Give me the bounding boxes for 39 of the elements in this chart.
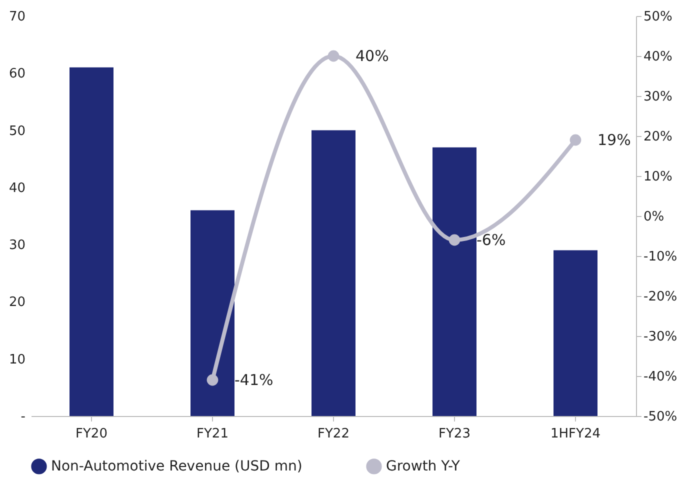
- y2-tick-label: 30%: [644, 90, 672, 104]
- y2-tick-label: -20%: [644, 290, 678, 304]
- y2-tick-label: -10%: [644, 250, 678, 264]
- y2-tick-label: 40%: [644, 50, 672, 64]
- y-tick-label: -: [20, 410, 26, 424]
- x-tick-label: FY21: [196, 426, 228, 442]
- y2-tick-label: -30%: [644, 330, 678, 344]
- legend-label: Growth Y-Y: [386, 458, 460, 474]
- y2-tick-label: -50%: [644, 410, 678, 424]
- y-tick-label: 60: [8, 66, 26, 82]
- legend-label: Non-Automotive Revenue (USD mn): [51, 458, 302, 474]
- y2-tick-label: 0%: [644, 210, 664, 224]
- y2-tick-label: -40%: [644, 370, 678, 384]
- data-label: 40%: [356, 47, 389, 65]
- point: [570, 134, 582, 146]
- x-tick-label: FY20: [76, 426, 108, 442]
- data-label: -6%: [476, 231, 506, 249]
- point: [448, 234, 460, 246]
- y-tick-label: 70: [8, 10, 26, 24]
- bar: [190, 210, 234, 416]
- point: [206, 374, 218, 386]
- y-tick-label: 50: [8, 124, 26, 139]
- bar: [70, 67, 114, 416]
- data-label: 19%: [598, 131, 631, 149]
- data-label: -41%: [234, 371, 274, 389]
- x-tick-label: FY23: [438, 426, 470, 442]
- y-tick-label: 30: [8, 238, 26, 254]
- bar: [312, 130, 356, 416]
- bar: [554, 250, 598, 416]
- bar: [432, 147, 476, 416]
- y2-tick-label: 20%: [644, 130, 672, 144]
- point: [328, 50, 340, 62]
- x-tick-label: FY22: [318, 426, 350, 442]
- y-tick-label: 10: [8, 352, 26, 368]
- x-tick-label: 1HFY24: [550, 426, 601, 442]
- y-tick-label: 20: [8, 295, 26, 310]
- y2-tick-label: 50%: [644, 10, 672, 24]
- y-tick-label: 40: [8, 180, 26, 196]
- y2-tick-label: 10%: [644, 170, 672, 184]
